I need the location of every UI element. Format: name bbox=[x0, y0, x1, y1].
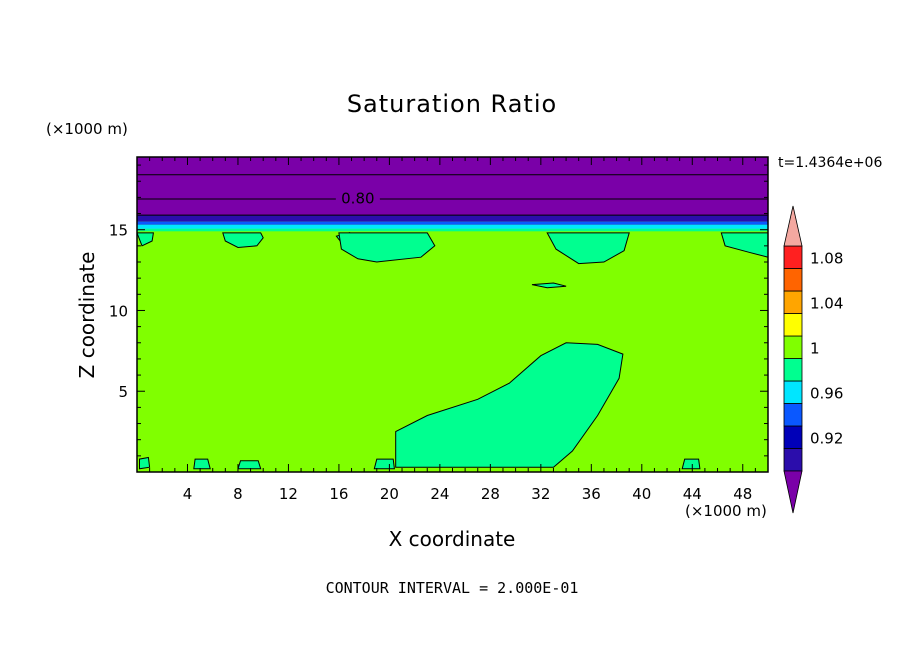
x-tick-label-44: 44 bbox=[683, 485, 702, 503]
field-region-3 bbox=[338, 232, 436, 263]
x-axis-label: X coordinate bbox=[389, 527, 516, 551]
chart-title: Saturation Ratio bbox=[347, 90, 557, 118]
field-region-4 bbox=[546, 232, 630, 265]
colorbar-segment-8 bbox=[783, 268, 803, 292]
field-region-12 bbox=[681, 458, 701, 470]
colorbar-label-4: 1.08 bbox=[810, 249, 843, 267]
x-tick-label-40: 40 bbox=[632, 485, 651, 503]
x-tick-label-28: 28 bbox=[481, 485, 500, 503]
field-band-3 bbox=[137, 224, 768, 229]
colorbar-over-arrow bbox=[783, 205, 803, 247]
x-tick-label-24: 24 bbox=[430, 485, 449, 503]
colorbar-segment-1 bbox=[783, 425, 803, 449]
y-tick-label-5: 5 bbox=[118, 383, 128, 401]
colorbar-segment-3 bbox=[783, 380, 803, 404]
x-tick-label-48: 48 bbox=[733, 485, 752, 503]
colorbar-segment-5 bbox=[783, 335, 803, 359]
contour-label-0: 0.80 bbox=[341, 189, 374, 207]
field-region-1 bbox=[222, 232, 264, 249]
y-axis-label: Z coordinate bbox=[75, 252, 99, 379]
contour-interval-footer: CONTOUR INTERVAL = 2.000E-01 bbox=[326, 579, 579, 597]
colorbar-segment-4 bbox=[783, 358, 803, 382]
colorbar-segment-7 bbox=[783, 290, 803, 314]
field-region-7 bbox=[531, 282, 567, 289]
field-band-2 bbox=[137, 221, 768, 225]
colorbar-label-2: 1 bbox=[810, 339, 820, 357]
field-region-10 bbox=[237, 460, 262, 470]
field-band-1 bbox=[137, 215, 768, 222]
x-tick-label-12: 12 bbox=[279, 485, 298, 503]
field-region-8 bbox=[139, 456, 151, 470]
colorbar-label-0: 0.92 bbox=[810, 429, 843, 447]
field-region-9 bbox=[193, 458, 211, 470]
y-tick-label-15: 15 bbox=[109, 222, 128, 240]
field-band-4 bbox=[137, 228, 768, 232]
field-band-0 bbox=[137, 157, 768, 216]
x-tick-label-36: 36 bbox=[582, 485, 601, 503]
x-unit-label: (×1000 m) bbox=[685, 502, 767, 520]
colorbar: 0.92 0.96 1 1.04 1.08 bbox=[783, 205, 843, 514]
colorbar-segment-2 bbox=[783, 403, 803, 427]
contour-label-bg-0 bbox=[335, 189, 380, 206]
y-axis: 5 10 15 bbox=[109, 164, 768, 457]
x-tick-label-16: 16 bbox=[329, 485, 348, 503]
colorbar-segment-6 bbox=[783, 313, 803, 337]
x-tick-label-4: 4 bbox=[183, 485, 193, 503]
contour-lines: 0.80 bbox=[137, 174, 768, 216]
colorbar-segment-9 bbox=[783, 245, 803, 269]
time-label: t=1.4364e+06 bbox=[778, 155, 882, 171]
colorbar-label-1: 0.96 bbox=[810, 384, 843, 402]
x-axis: 4 8 12 16 20 24 28 32 36 40 44 48 bbox=[149, 157, 756, 503]
colorbar-segment-0 bbox=[783, 448, 803, 472]
x-tick-label-20: 20 bbox=[380, 485, 399, 503]
colorbar-label-3: 1.04 bbox=[810, 294, 843, 312]
field-region-6 bbox=[137, 232, 154, 247]
plot-area bbox=[137, 157, 768, 472]
colorbar-under-arrow bbox=[783, 470, 803, 514]
x-tick-label-32: 32 bbox=[531, 485, 550, 503]
field-region-5 bbox=[720, 232, 768, 258]
field-region-11 bbox=[373, 458, 395, 470]
y-tick-label-10: 10 bbox=[109, 302, 128, 320]
y-unit-label: (×1000 m) bbox=[46, 120, 128, 138]
field-region-0 bbox=[395, 342, 624, 468]
x-tick-label-8: 8 bbox=[233, 485, 243, 503]
